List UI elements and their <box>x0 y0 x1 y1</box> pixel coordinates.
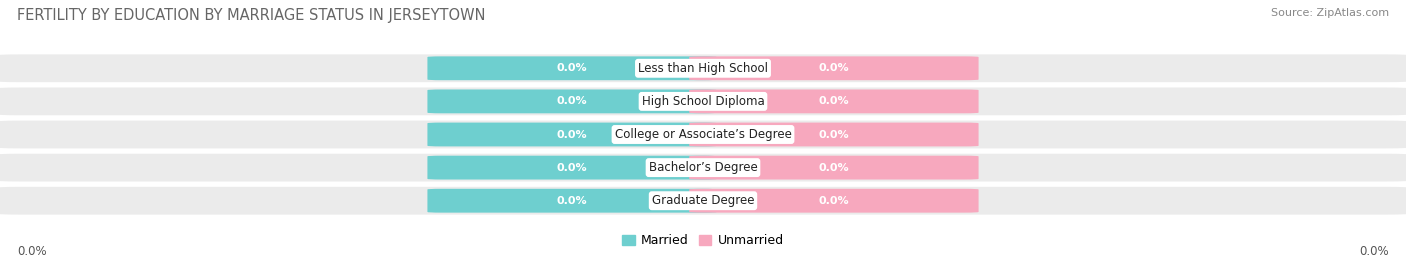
FancyBboxPatch shape <box>689 156 979 179</box>
FancyBboxPatch shape <box>689 189 979 213</box>
Text: 0.0%: 0.0% <box>1360 245 1389 258</box>
Text: 0.0%: 0.0% <box>557 196 588 206</box>
Text: 0.0%: 0.0% <box>557 96 588 107</box>
Text: College or Associate’s Degree: College or Associate’s Degree <box>614 128 792 141</box>
Text: 0.0%: 0.0% <box>557 63 588 73</box>
FancyBboxPatch shape <box>689 90 979 113</box>
Text: 0.0%: 0.0% <box>818 96 849 107</box>
Text: FERTILITY BY EDUCATION BY MARRIAGE STATUS IN JERSEYTOWN: FERTILITY BY EDUCATION BY MARRIAGE STATU… <box>17 8 485 23</box>
Legend: Married, Unmarried: Married, Unmarried <box>617 229 789 252</box>
FancyBboxPatch shape <box>689 56 979 80</box>
Text: 0.0%: 0.0% <box>557 162 588 173</box>
Text: Bachelor’s Degree: Bachelor’s Degree <box>648 161 758 174</box>
FancyBboxPatch shape <box>427 156 717 179</box>
Text: 0.0%: 0.0% <box>818 162 849 173</box>
Text: Less than High School: Less than High School <box>638 62 768 75</box>
Text: Graduate Degree: Graduate Degree <box>652 194 754 207</box>
FancyBboxPatch shape <box>0 154 1406 182</box>
FancyBboxPatch shape <box>427 56 717 80</box>
Text: High School Diploma: High School Diploma <box>641 95 765 108</box>
Text: 0.0%: 0.0% <box>557 129 588 140</box>
FancyBboxPatch shape <box>689 123 979 146</box>
FancyBboxPatch shape <box>0 121 1406 148</box>
FancyBboxPatch shape <box>0 187 1406 215</box>
Text: 0.0%: 0.0% <box>818 63 849 73</box>
Text: 0.0%: 0.0% <box>818 129 849 140</box>
Text: 0.0%: 0.0% <box>17 245 46 258</box>
Text: 0.0%: 0.0% <box>818 196 849 206</box>
FancyBboxPatch shape <box>427 189 717 213</box>
FancyBboxPatch shape <box>427 123 717 146</box>
Text: Source: ZipAtlas.com: Source: ZipAtlas.com <box>1271 8 1389 18</box>
FancyBboxPatch shape <box>0 87 1406 115</box>
FancyBboxPatch shape <box>427 90 717 113</box>
FancyBboxPatch shape <box>0 54 1406 82</box>
